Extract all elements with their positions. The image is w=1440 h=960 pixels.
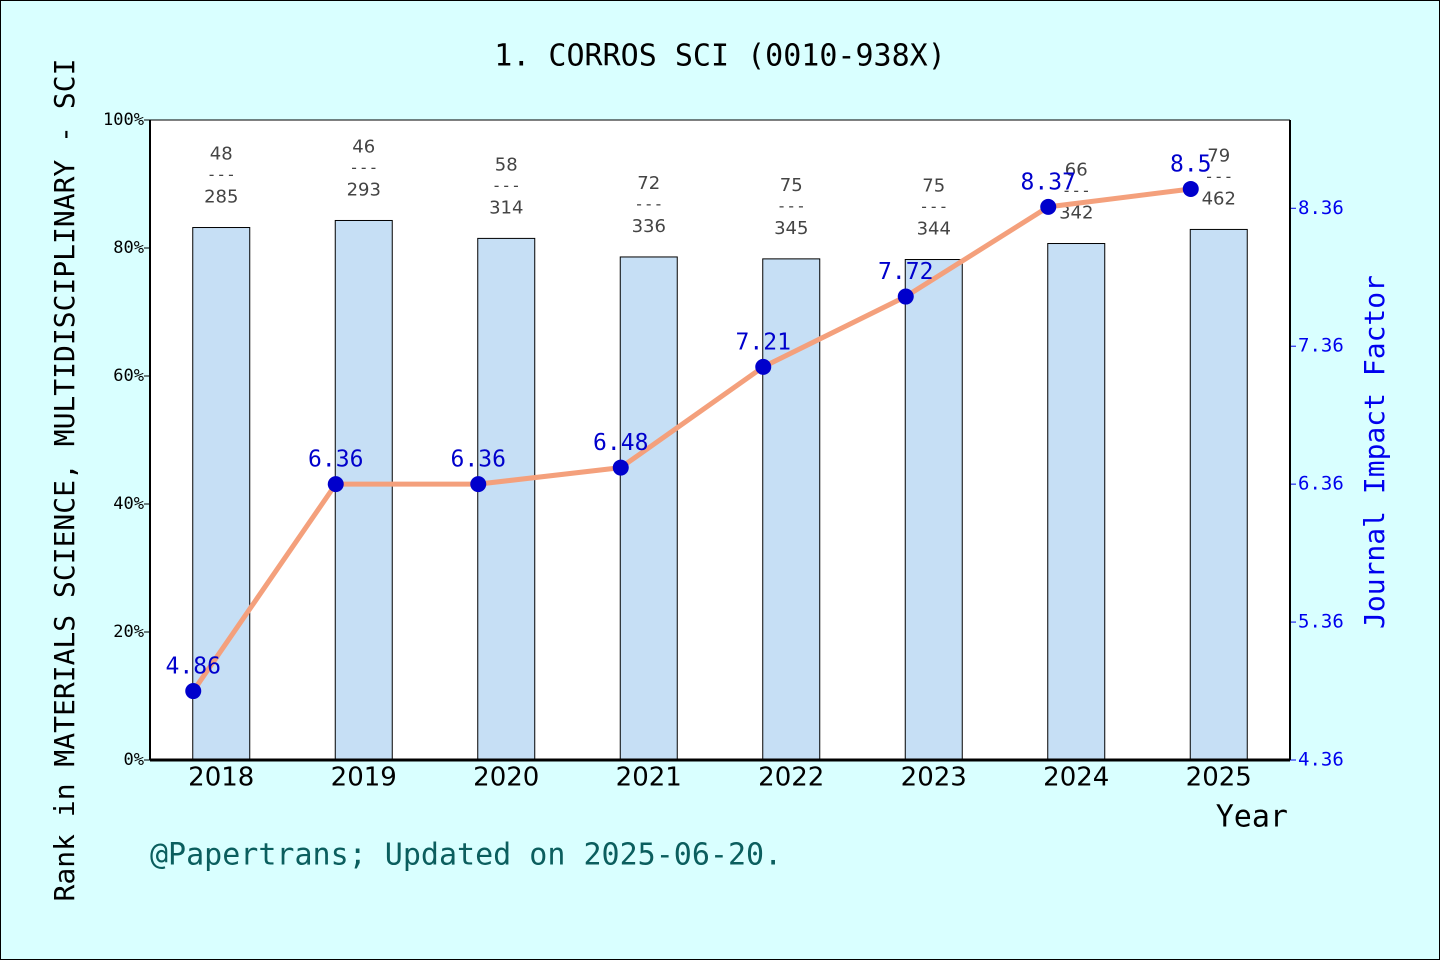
y2-tick-label: 7.36 — [1298, 335, 1344, 357]
separator: --- — [1062, 181, 1091, 200]
y2-tick-label: 8.36 — [1298, 197, 1344, 219]
rank-label: 75 — [780, 175, 803, 196]
value-label: 6.48 — [593, 430, 648, 456]
chart-title: 1. CORROS SCI (0010-938X) — [494, 39, 946, 74]
x-tick-label: 2021 — [616, 763, 682, 793]
separator: --- — [492, 176, 521, 195]
point — [470, 476, 487, 493]
rank-label: 79 — [1207, 145, 1230, 166]
separator: --- — [634, 194, 663, 213]
value-label: 4.86 — [166, 654, 221, 680]
rank-label: 72 — [637, 173, 660, 194]
x-tick-label: 2020 — [473, 763, 539, 793]
point — [185, 683, 202, 700]
total-label: 342 — [1059, 203, 1093, 224]
separator: --- — [207, 165, 236, 184]
rank-label: 66 — [1065, 160, 1088, 181]
total-label: 293 — [347, 179, 381, 200]
point — [755, 358, 772, 375]
value-label: 8.37 — [1021, 169, 1076, 195]
x-tick-label: 2022 — [758, 763, 824, 793]
rank-label: 46 — [352, 136, 375, 157]
point — [612, 459, 629, 476]
point — [1182, 180, 1199, 197]
x-axis-label: Year — [1216, 800, 1288, 835]
bar — [1047, 243, 1106, 761]
y2-tick-label: 6.36 — [1298, 473, 1344, 495]
y-tick-label: 0% — [124, 750, 144, 770]
separator: --- — [349, 158, 378, 177]
separator: --- — [919, 197, 948, 216]
bar — [334, 219, 393, 761]
x-tick-label: 2018 — [188, 763, 254, 793]
value-label: 7.21 — [736, 329, 791, 355]
rank-label: 48 — [210, 144, 233, 165]
y-tick-label: 40% — [113, 494, 144, 514]
line — [191, 186, 1192, 693]
bar — [619, 256, 678, 761]
point — [327, 476, 344, 493]
total-label: 285 — [204, 187, 238, 208]
rank-label: 75 — [922, 176, 945, 197]
x-tick-label: 2024 — [1043, 763, 1109, 793]
value-label: 7.72 — [878, 259, 933, 285]
rank-label: 58 — [495, 154, 518, 175]
y-axis-label: Rank in MATERIALS SCIENCE, MULTIDISCIPLI… — [48, 59, 81, 902]
total-label: 336 — [632, 216, 666, 237]
separator: --- — [777, 196, 806, 215]
footer: @Papertrans; Updated on 2025-06-20. — [150, 838, 782, 873]
plot-area — [150, 120, 1290, 760]
x-tick-label: 2025 — [1186, 763, 1252, 793]
bar — [1189, 228, 1248, 761]
point — [1040, 198, 1057, 215]
x-tick-label: 2023 — [901, 763, 967, 793]
bar — [477, 237, 536, 761]
x-tick-label: 2019 — [331, 763, 397, 793]
y2-axis-label: Journal Impact Factor — [1358, 275, 1391, 629]
y-tick-label: 100% — [103, 110, 144, 130]
bar — [904, 259, 963, 761]
value-label: 6.36 — [451, 447, 506, 473]
y-tick-label: 80% — [113, 238, 144, 258]
y-tick-label: 20% — [113, 622, 144, 642]
y2-tick-label: 4.36 — [1298, 749, 1344, 771]
separator: --- — [1204, 167, 1233, 186]
total-label: 314 — [489, 197, 523, 218]
value-label: 8.5 — [1170, 151, 1212, 177]
y2-tick-label: 5.36 — [1298, 611, 1344, 633]
total-label: 462 — [1202, 188, 1236, 209]
y-tick-label: 60% — [113, 366, 144, 386]
total-label: 345 — [774, 218, 808, 239]
total-label: 344 — [917, 219, 951, 240]
value-label: 6.36 — [308, 447, 363, 473]
bar — [192, 227, 251, 761]
point — [897, 288, 914, 305]
